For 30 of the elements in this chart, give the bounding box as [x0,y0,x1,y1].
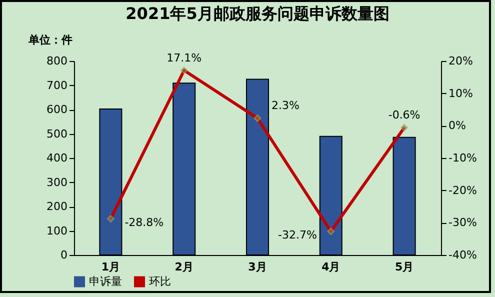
y-tick-label: 500 [46,127,68,140]
y2-tick-label: 20% [448,54,473,68]
chart-title: 2021年5月邮政服务问题申诉数量图 [126,4,390,23]
y2-tick-label: -20% [448,184,477,197]
y-tick-label: 0 [60,248,68,262]
data-label: 2.3% [272,99,300,112]
data-label: -28.8% [124,216,164,229]
y-tick-label: 800 [46,54,68,68]
y2-tick-label: 0% [448,119,466,132]
x-tick-label: 5月 [394,260,414,274]
y-tick-label: 300 [46,176,68,189]
y-tick-label: 100 [46,224,68,238]
data-label: -0.6% [388,108,420,122]
y2-tick-label: -10% [448,152,477,164]
y-tick-label: 600 [46,103,68,116]
legend-label: 申诉量 [89,274,122,288]
x-tick-label: 4月 [322,260,340,274]
y2-tick-label: -40% [448,248,477,262]
x-tick-label: 2月 [174,260,194,274]
y-tick-label: 200 [46,200,68,213]
legend-label: 环比 [149,274,171,288]
data-label: -32.7% [278,228,317,242]
x-tick-label: 3月 [248,260,267,274]
y-tick-label: 700 [46,78,68,92]
data-label: 17.1% [166,51,202,64]
x-tick-label: 1月 [101,260,120,274]
y2-tick-label: 10% [448,86,473,100]
y2-tick-label: -30% [448,216,477,230]
y-tick-label: 400 [46,152,68,164]
y-axis-title: 单位：件 [28,34,72,46]
